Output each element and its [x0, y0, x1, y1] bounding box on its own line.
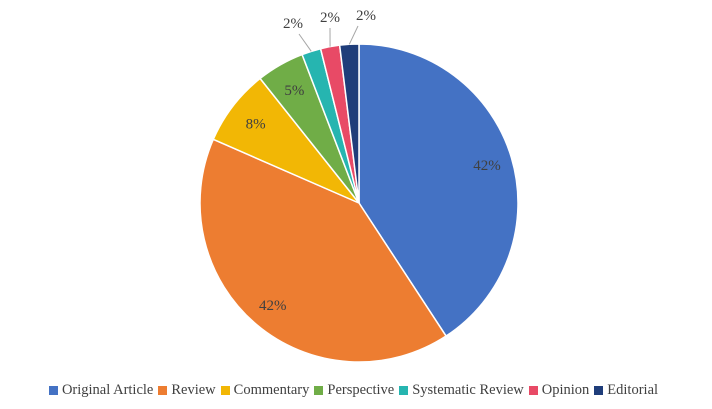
legend-swatch	[48, 385, 58, 395]
legend-item-editorial: Editorial	[594, 382, 658, 399]
legend-label: Perspective	[327, 381, 395, 398]
legend-swatch	[399, 385, 409, 395]
data-label-review: 42%	[259, 298, 287, 314]
legend-item-review: Review	[158, 381, 216, 399]
leader-line-systematic-review	[298, 33, 312, 52]
data-label-commentary: 8%	[246, 116, 266, 132]
pie-plot-area: 42% 42% 8% 5% 2% 2% 2%	[199, 8, 519, 363]
legend-swatch	[528, 385, 538, 395]
leader-line-editorial	[348, 25, 359, 45]
legend-label: Original Article	[61, 381, 154, 398]
legend-item-systematic-review: Systematic Review	[399, 382, 524, 399]
legend-item-opinion: Opinion	[528, 381, 590, 399]
legend-label: Systematic Review	[412, 381, 524, 398]
legend-label: Editorial	[607, 381, 659, 398]
legend-swatch	[314, 385, 324, 395]
legend-item-original-article: Original Article	[48, 381, 154, 399]
legend: Original Article Review Commentary Perspect…	[0, 380, 712, 400]
legend-item-commentary: Commentary	[220, 381, 310, 399]
legend-swatch	[158, 385, 168, 395]
legend-swatch	[220, 385, 230, 395]
legend-label: Opinion	[541, 381, 590, 398]
pie-slice-review	[199, 138, 448, 363]
legend-label: Review	[171, 381, 216, 398]
data-label-original-article: 42%	[473, 158, 501, 174]
data-label-systematic-review: 2%	[283, 16, 303, 32]
legend-swatch	[594, 385, 604, 395]
data-label-perspective: 5%	[284, 83, 304, 99]
legend-item-perspective: Perspective	[314, 382, 394, 399]
data-label-editorial: 2%	[356, 8, 376, 24]
data-label-opinion: 2%	[320, 10, 340, 26]
legend-label: Commentary	[233, 381, 310, 398]
